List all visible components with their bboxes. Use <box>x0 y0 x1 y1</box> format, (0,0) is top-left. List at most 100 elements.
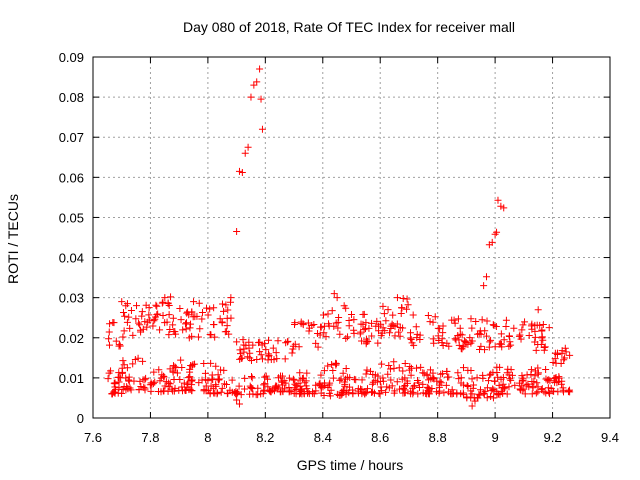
data-point <box>480 390 488 398</box>
data-point <box>207 382 215 390</box>
data-point <box>282 339 290 347</box>
data-point <box>112 386 120 394</box>
data-point <box>125 313 133 321</box>
data-point <box>399 367 407 375</box>
data-point <box>211 333 219 341</box>
data-point <box>297 318 305 326</box>
data-point <box>139 376 147 384</box>
data-point <box>385 361 393 369</box>
data-point <box>254 391 262 399</box>
data-point <box>407 336 415 344</box>
data-point <box>159 312 167 320</box>
data-point <box>444 388 452 396</box>
data-point <box>339 369 347 377</box>
data-point <box>391 387 399 395</box>
data-point <box>188 332 196 340</box>
data-point <box>296 376 304 384</box>
data-point <box>156 377 164 385</box>
data-point <box>195 299 203 307</box>
data-point <box>254 384 262 392</box>
data-point <box>208 371 216 379</box>
data-point <box>170 327 178 335</box>
data-point <box>239 336 247 344</box>
data-point <box>546 390 554 398</box>
data-point <box>359 320 367 328</box>
data-point <box>468 324 476 332</box>
data-point <box>317 323 325 331</box>
data-point <box>549 359 557 367</box>
data-point <box>434 332 442 340</box>
data-point <box>130 377 138 385</box>
data-point <box>264 356 272 364</box>
data-point <box>288 349 296 357</box>
data-point <box>123 318 131 326</box>
data-point <box>155 388 163 396</box>
data-point <box>316 331 324 339</box>
data-point <box>166 325 174 333</box>
x-axis-title: GPS time / hours <box>297 457 404 473</box>
data-point <box>312 339 320 347</box>
data-point <box>396 332 404 340</box>
data-point <box>542 389 550 397</box>
data-point <box>409 311 417 319</box>
data-point <box>419 380 427 388</box>
data-point <box>503 390 511 398</box>
data-point <box>215 375 223 383</box>
data-point <box>332 359 340 367</box>
data-point <box>463 382 471 390</box>
y-tick-label: 0.06 <box>59 170 84 185</box>
data-point <box>497 202 505 210</box>
data-point <box>148 380 156 388</box>
data-point <box>521 390 529 398</box>
data-point <box>497 375 505 383</box>
data-point <box>114 389 122 397</box>
data-point <box>144 318 152 326</box>
data-point <box>233 389 241 397</box>
data-point <box>493 228 501 236</box>
data-point <box>491 343 499 351</box>
data-point <box>320 379 328 387</box>
data-point <box>169 321 177 329</box>
data-point <box>561 354 569 362</box>
data-point <box>235 382 243 390</box>
data-point <box>386 329 394 337</box>
data-point <box>511 381 519 389</box>
data-point <box>404 301 412 309</box>
data-point <box>262 346 270 354</box>
data-point <box>105 341 113 349</box>
chart-title: Day 080 of 2018, Rate Of TEC Index for r… <box>183 19 515 35</box>
data-point <box>467 367 475 375</box>
data-point <box>164 299 172 307</box>
data-point <box>320 329 328 337</box>
data-point <box>133 302 141 310</box>
data-point <box>386 365 394 373</box>
data-point <box>189 313 197 321</box>
data-point <box>120 327 128 335</box>
data-point <box>498 340 506 348</box>
data-point <box>445 342 453 350</box>
data-point <box>150 368 158 376</box>
data-point <box>399 324 407 332</box>
data-point <box>333 294 341 302</box>
data-point <box>171 363 179 371</box>
data-point <box>552 359 560 367</box>
data-point <box>152 313 160 321</box>
data-point <box>363 366 371 374</box>
data-point <box>499 380 507 388</box>
data-point <box>165 379 173 387</box>
data-point <box>125 376 133 384</box>
data-point <box>258 125 266 133</box>
data-point <box>124 385 132 393</box>
data-point <box>215 376 223 384</box>
data-point <box>334 324 342 332</box>
data-point <box>267 388 275 396</box>
data-point <box>424 387 432 395</box>
data-point <box>453 389 461 397</box>
data-point <box>295 343 303 351</box>
data-point <box>177 316 185 324</box>
data-point <box>471 397 479 405</box>
data-point <box>538 327 546 335</box>
data-point <box>111 380 119 388</box>
data-point <box>235 167 243 175</box>
data-point <box>188 387 196 395</box>
